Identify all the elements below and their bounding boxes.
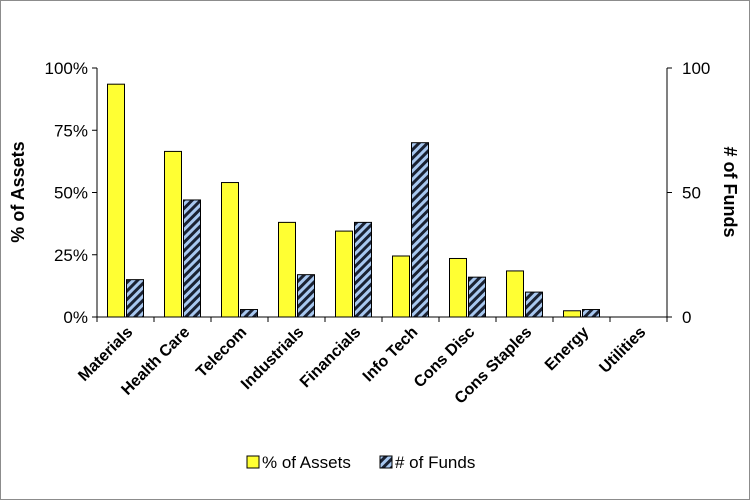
- bar-funds-7: [525, 291, 543, 318]
- legend: % of Assets # of Funds: [246, 453, 475, 472]
- legend-swatch-assets: [246, 455, 260, 469]
- left-tick-label: 50%: [54, 184, 88, 203]
- legend-swatch-funds: [379, 455, 393, 469]
- bar-funds-8: [582, 309, 600, 318]
- bar-assets-3: [278, 221, 296, 318]
- bars-group: [107, 83, 600, 318]
- right-tick-label: 0: [682, 308, 691, 327]
- left-tick-label: 25%: [54, 246, 88, 265]
- right-axis-ticks: 0 50 100: [667, 59, 710, 327]
- left-axis-ticks: 0% 25% 50% 75% 100%: [45, 59, 97, 327]
- bar-assets-6: [449, 257, 467, 318]
- category-label: Financials: [297, 324, 364, 391]
- right-axis-title: # of Funds: [720, 147, 740, 238]
- bar-funds-6: [468, 276, 486, 318]
- bar-funds-5: [411, 142, 429, 318]
- bar-assets-7: [506, 270, 524, 318]
- legend-label-assets: % of Assets: [262, 453, 351, 472]
- legend-label-funds: # of Funds: [395, 453, 475, 472]
- bar-assets-1: [164, 150, 182, 318]
- bar-assets-4: [335, 230, 353, 318]
- bar-funds-2: [240, 309, 258, 318]
- bar-funds-0: [126, 279, 144, 318]
- bar-assets-2: [221, 182, 239, 318]
- category-label: Telecom: [193, 324, 250, 381]
- category-label: Materials: [75, 324, 136, 385]
- right-tick-label: 50: [682, 184, 701, 203]
- category-label: Utilities: [596, 324, 649, 377]
- left-tick-label: 0%: [63, 308, 88, 327]
- bar-assets-0: [107, 83, 125, 318]
- left-tick-label: 100%: [45, 59, 88, 78]
- bar-funds-4: [354, 221, 372, 318]
- bar-funds-1: [183, 199, 201, 318]
- x-axis-ticks: [96, 317, 668, 322]
- bar-assets-5: [392, 255, 410, 318]
- category-label: Info Tech: [360, 324, 421, 385]
- bar-funds-3: [297, 274, 315, 318]
- bar-assets-8: [563, 310, 581, 318]
- left-tick-label: 75%: [54, 121, 88, 140]
- category-label: Energy: [542, 324, 592, 374]
- left-axis-title: % of Assets: [8, 141, 28, 242]
- right-tick-label: 100: [682, 59, 710, 78]
